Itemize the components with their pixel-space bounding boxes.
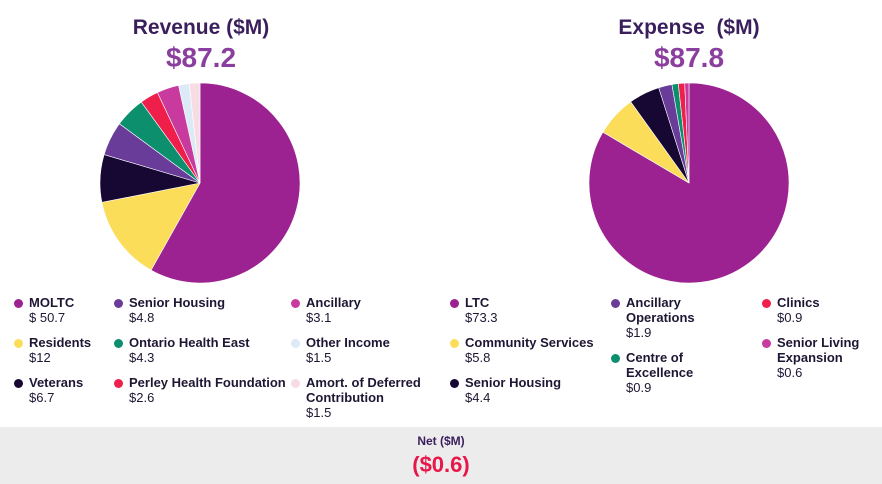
pie-slice-moltc [150, 82, 301, 284]
pie-slice-amort-of-deferred-contribution [188, 82, 201, 184]
legend-item-ancillary-operations: Ancillary Operations $1.9 [611, 295, 761, 340]
legend-item-perley-health-foundation: Perley Health Foundation $2.6 [114, 375, 289, 405]
legend-label: Ancillary [306, 295, 361, 310]
legend-value: $4.8 [129, 310, 155, 325]
legend-value: $4.4 [465, 390, 491, 405]
expense-title: Expense ($M) [618, 16, 760, 39]
legend-item-ancillary: Ancillary $3.1 [291, 295, 441, 325]
net-summary-bar [0, 427, 882, 484]
legend-value: $0.9 [777, 310, 803, 325]
legend-dot [291, 299, 300, 308]
revenue-total: $87.2 [165, 42, 237, 73]
legend-dot [450, 299, 459, 308]
legend-value: $3.1 [306, 310, 332, 325]
legend-item-ltc: LTC $73.3 [450, 295, 600, 325]
legend-value: $ 50.7 [29, 310, 66, 325]
legend-value: $1.5 [306, 350, 332, 365]
legend-item-moltc: MOLTC $ 50.7 [14, 295, 164, 325]
legend-dot [14, 299, 23, 308]
revenue-title: Revenue ($M) [132, 16, 270, 39]
legend-dot [450, 339, 459, 348]
legend-label: Centre of Excellence [626, 350, 694, 380]
legend-label: Senior Housing [129, 295, 226, 310]
legend-dot [114, 339, 123, 348]
legend-dot [611, 299, 620, 308]
net-label: Net ($M) [417, 434, 465, 448]
legend-dot [291, 339, 300, 348]
legend-label: Senior Housing [465, 375, 562, 390]
legend-label: MOLTC [29, 295, 75, 310]
legend-label: Amort. of Deferred Contribution [306, 375, 421, 405]
legend-label: Community Services [465, 335, 594, 350]
legend-label: LTC [465, 295, 490, 310]
legend-label: Ontario Health East [129, 335, 250, 350]
legend-item-other-income: Other Income $1.5 [291, 335, 441, 365]
expense-pie-chart [588, 82, 790, 284]
legend-dot [14, 339, 23, 348]
legend-value: $2.6 [129, 390, 155, 405]
legend-label: Senior Living Expansion [777, 335, 860, 365]
legend-item-ontario-health-east: Ontario Health East $4.3 [114, 335, 264, 365]
legend-dot [114, 299, 123, 308]
legend-item-senior-housing: Senior Housing $4.8 [114, 295, 264, 325]
legend-label: Veterans [29, 375, 84, 390]
expense-total: $87.8 [653, 42, 725, 73]
pie-slice-senior-living-expansion [684, 82, 690, 184]
legend-item-community-services: Community Services $5.8 [450, 335, 600, 365]
legend-value: $12 [29, 350, 51, 365]
legend-value: $6.7 [29, 390, 55, 405]
legend-dot [762, 339, 771, 348]
legend-dot [450, 379, 459, 388]
legend-label: Perley Health Foundation [129, 375, 286, 390]
legend-item-centre-of-excellence: Centre of Excellence $0.9 [611, 350, 761, 395]
legend-value: $5.8 [465, 350, 491, 365]
legend-dot [14, 379, 23, 388]
net-value: ($0.6) [412, 452, 470, 477]
legend-item-expense-senior-housing: Senior Housing $4.4 [450, 375, 600, 405]
legend-dot [291, 379, 300, 388]
legend-item-clinics: Clinics $0.9 [762, 295, 877, 325]
legend-item-veterans: Veterans $6.7 [14, 375, 164, 405]
legend-value: $0.6 [777, 365, 803, 380]
legend-dot [611, 354, 620, 363]
pie-slice-residents [101, 182, 201, 271]
legend-label: Ancillary Operations [626, 295, 695, 325]
legend-value: $0.9 [626, 380, 652, 395]
legend-item-residents: Residents $12 [14, 335, 164, 365]
legend-label: Clinics [777, 295, 820, 310]
legend-label: Residents [29, 335, 92, 350]
legend-value: $1.9 [626, 325, 652, 340]
legend-value: $73.3 [465, 310, 498, 325]
legend-label: Other Income [306, 335, 390, 350]
legend-dot [114, 379, 123, 388]
legend-value: $4.3 [129, 350, 155, 365]
legend-dot [762, 299, 771, 308]
legend-value: $1.5 [306, 405, 332, 420]
revenue-pie-chart [99, 82, 301, 284]
legend-item-amort-deferred-contribution: Amort. of Deferred Contribution $1.5 [291, 375, 441, 420]
legend-item-senior-living-expansion: Senior Living Expansion $0.6 [762, 335, 877, 380]
